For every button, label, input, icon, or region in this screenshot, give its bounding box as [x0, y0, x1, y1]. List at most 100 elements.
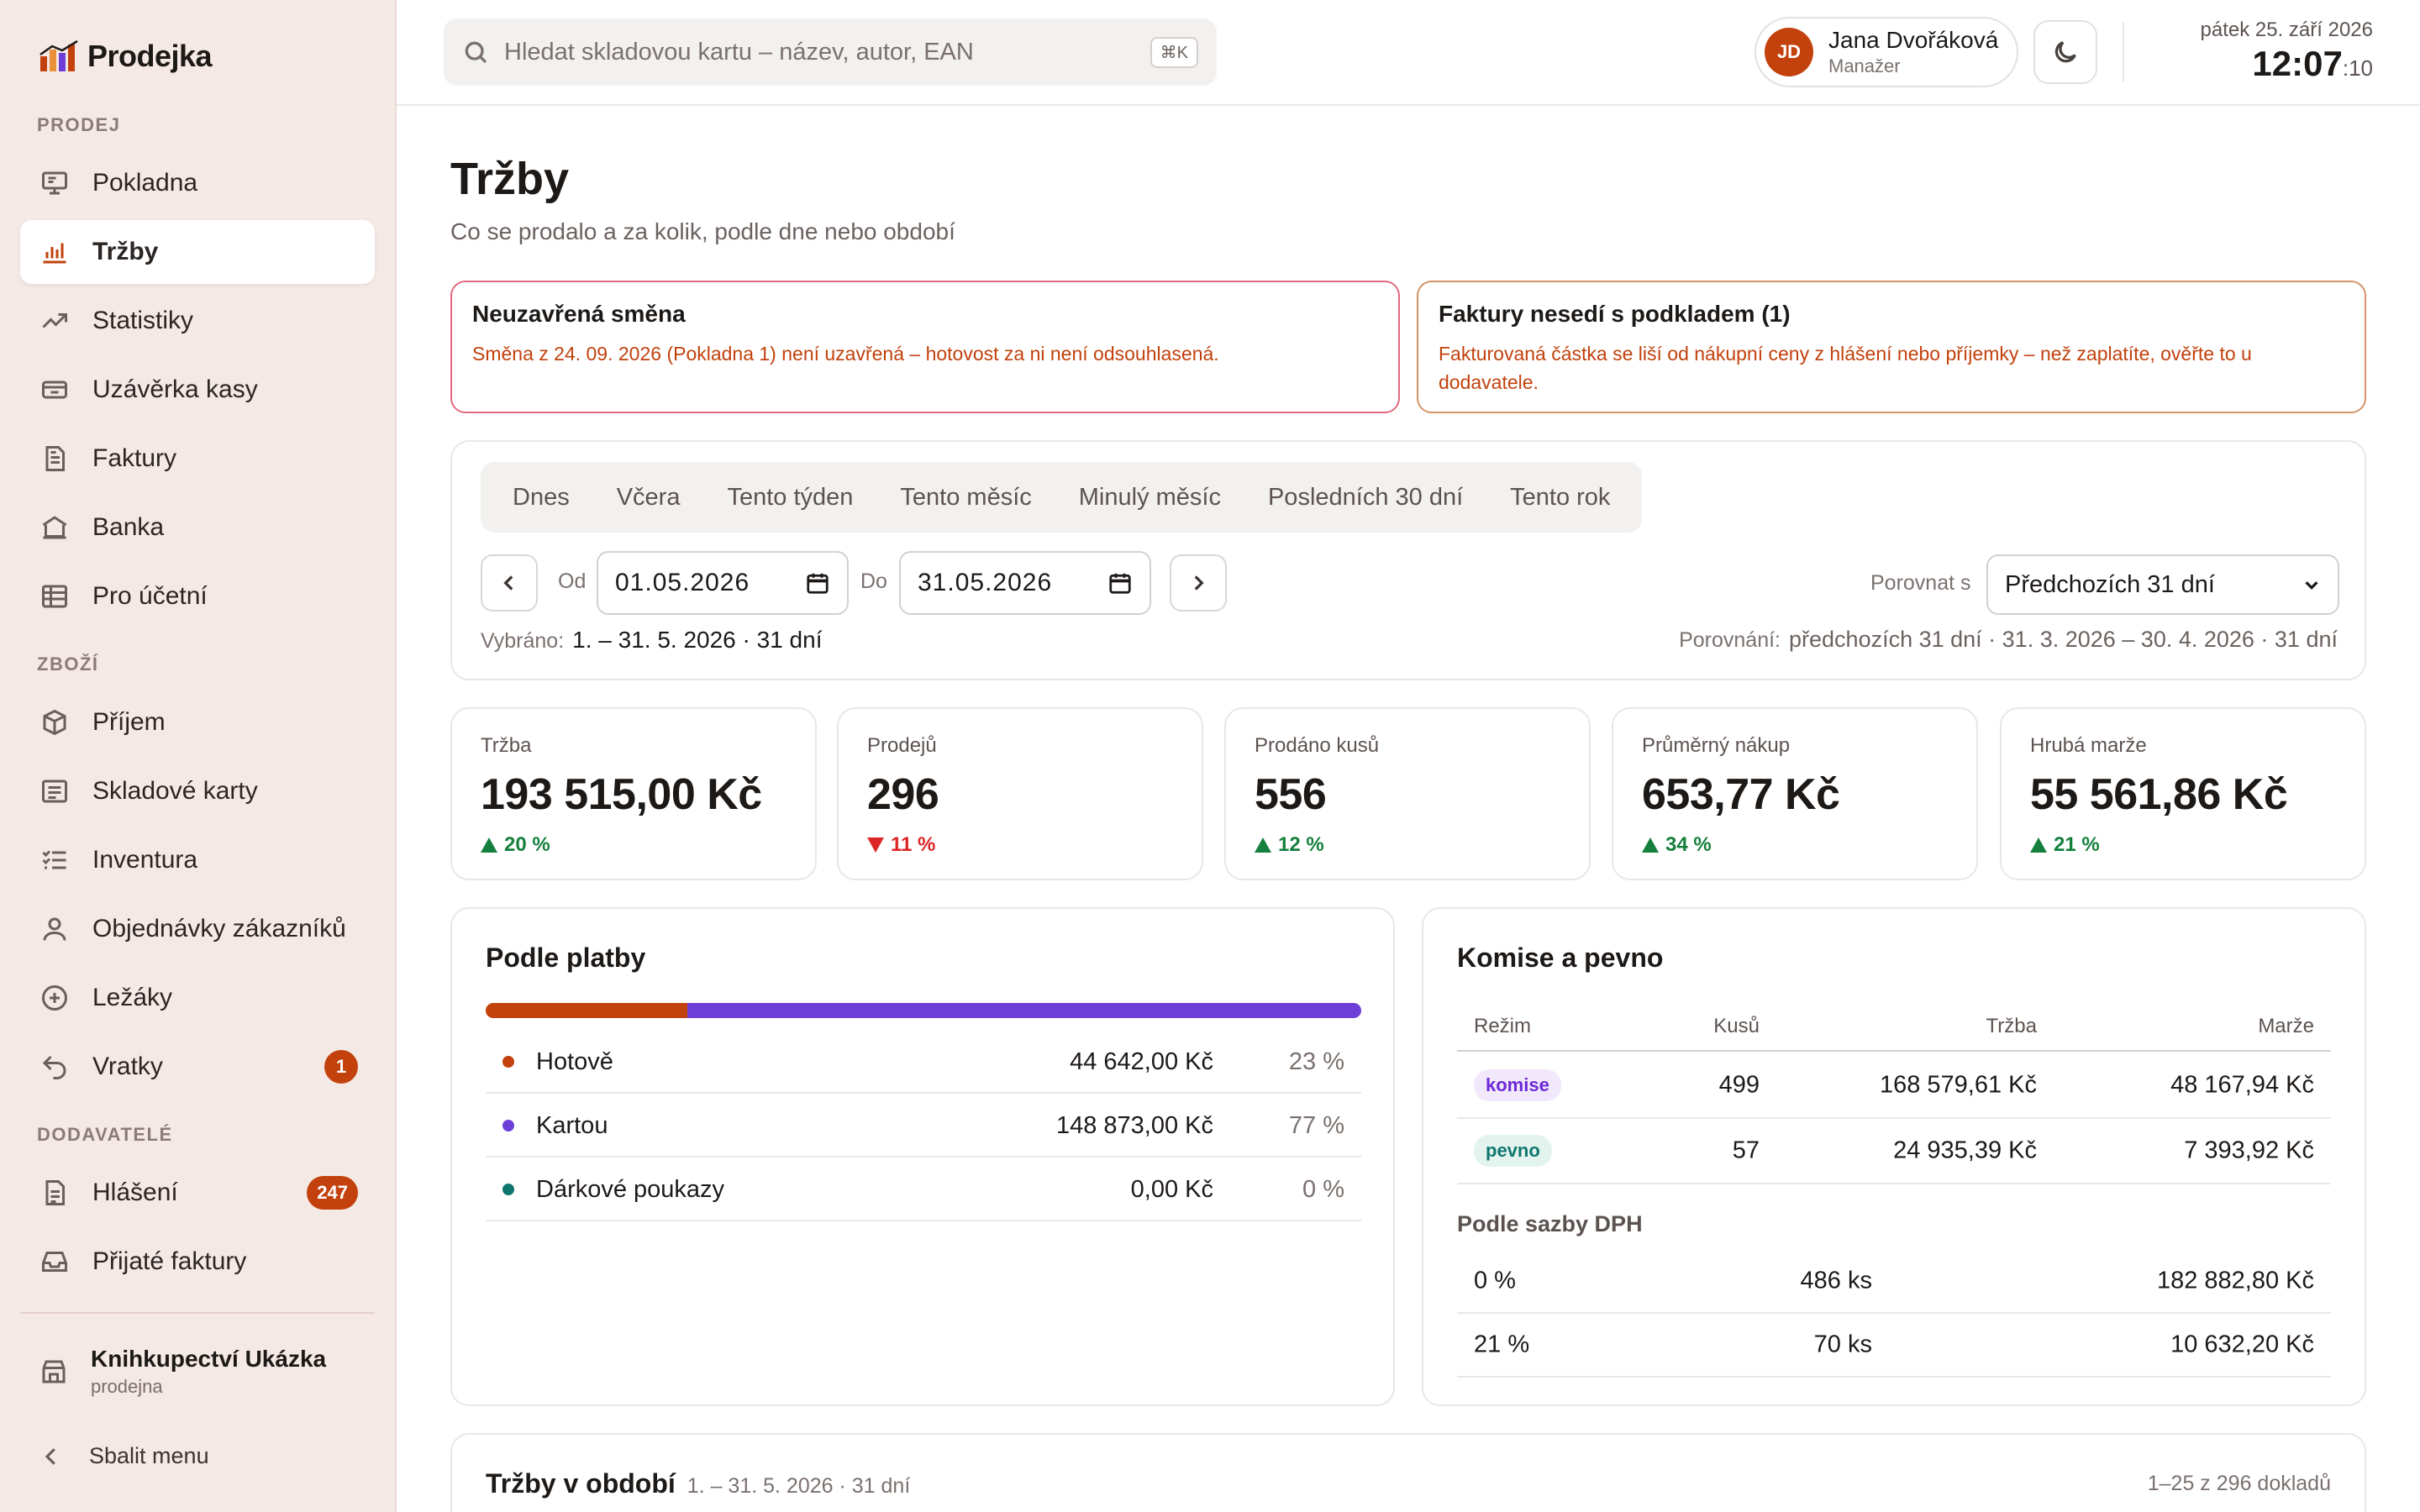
mode-pill-pevno: pevno: [1474, 1135, 1552, 1167]
payment-name: Hotově: [536, 1047, 613, 1075]
kpi-delta-value: 34 %: [1665, 833, 1712, 856]
sidebar-item-skladove-karty[interactable]: Skladové karty: [20, 759, 375, 823]
previous-period-button[interactable]: [481, 554, 538, 612]
chevron-down-icon: [2305, 581, 2318, 590]
kpi-delta: 11 %: [867, 833, 1173, 857]
to-date-input[interactable]: 31.05.2026: [899, 551, 1151, 615]
trend-icon: [39, 305, 71, 337]
register-icon: [39, 167, 71, 199]
sidebar-item-objednavky[interactable]: Objednávky zákazníků: [20, 897, 375, 961]
sidebar-item-trzby[interactable]: Tržby: [20, 220, 375, 284]
column-mode: Režim: [1474, 1015, 1532, 1037]
from-date-value: 01.05.2026: [615, 569, 750, 596]
compare-select[interactable]: Předchozích 31 dní: [1986, 554, 2339, 615]
payment-dot: [502, 1120, 514, 1131]
kpi-value: 556: [1255, 770, 1327, 819]
next-period-button[interactable]: [1170, 554, 1227, 612]
clock-hours-minutes: 12:07: [2252, 44, 2343, 83]
range-this-year[interactable]: Tento rok: [1510, 483, 1611, 511]
sidebar-item-pokladna[interactable]: Pokladna: [20, 151, 375, 215]
table-row: pevno 57 24 935,39 Kč 7 393,92 Kč: [1457, 1119, 2331, 1184]
current-date: pátek 25. září 2026: [2200, 18, 2373, 41]
vat-rate: 21 %: [1474, 1331, 1530, 1358]
page-title: Tržby: [450, 154, 570, 204]
kpi-value: 653,77 Kč: [1642, 770, 1840, 819]
alert-invoice-mismatch[interactable]: Faktury nesedí s podkladem (1) Fakturova…: [1417, 281, 2366, 413]
commission-table-header: Režim Kusů Tržba Marže: [1457, 1003, 2331, 1052]
range-last-30-days[interactable]: Posledních 30 dní: [1267, 483, 1464, 511]
kpi-label: Tržba: [481, 734, 532, 757]
alert-open-shift[interactable]: Neuzavřená směna Směna z 24. 09. 2026 (P…: [450, 281, 1400, 413]
kpi-label: Hrubá marže: [2030, 734, 2147, 757]
kpi-delta: 20 %: [481, 833, 786, 857]
kpi-delta-value: 21 %: [2054, 833, 2100, 856]
to-date-value: 31.05.2026: [918, 569, 1053, 596]
sidebar-item-pro-ucetni[interactable]: Pro účetní: [20, 564, 375, 628]
payment-percent: 77 %: [1288, 1111, 1344, 1139]
alert-text: Směna z 24. 09. 2026 (Pokladna 1) není u…: [472, 343, 1219, 365]
sidebar-item-uzaverka-kasy[interactable]: Uzávěrka kasy: [20, 358, 375, 422]
vat-subtitle: Podle sazby DPH: [1457, 1211, 1643, 1236]
sidebar-item-label: Skladové karty: [92, 777, 258, 805]
sidebar-item-inventura[interactable]: Inventura: [20, 828, 375, 892]
kpi-label: Prodáno kusů: [1255, 734, 1380, 757]
store-switcher[interactable]: Knihkupectví Ukázka prodejna: [39, 1346, 326, 1398]
sidebar-item-lezaky[interactable]: Ležáky: [20, 966, 375, 1030]
kpi-delta-value: 11 %: [891, 833, 936, 856]
chevron-left-icon: [503, 575, 513, 591]
checklist-icon: [39, 844, 71, 876]
bank-icon: [39, 512, 71, 543]
period-sales-card: Tržby v období 1. – 31. 5. 2026 · 31 dní …: [450, 1433, 2366, 1512]
bar-chart-icon: [39, 236, 71, 268]
kpi-delta-value: 12 %: [1278, 833, 1324, 856]
sidebar-item-label: Objednávky zákazníků: [92, 915, 346, 942]
table-row: 21 % 70 ks 10 632,20 Kč: [1457, 1314, 2331, 1378]
alert-text: Fakturovaná částka se liší od nákupní ce…: [1439, 343, 2252, 393]
vat-amount: 10 632,20 Kč: [2170, 1331, 2314, 1358]
sidebar: Prodejka PRODEJ Pokladna Tržby Statistik…: [0, 0, 397, 1512]
period-document-count: 1–25 z 296 dokladů: [2147, 1472, 2331, 1495]
cell-margin: 48 167,94 Kč: [2170, 1071, 2314, 1099]
cell-revenue: 168 579,61 Kč: [1879, 1071, 2037, 1099]
arrow-up-icon: [481, 837, 497, 853]
kpi-label: Průměrný nákup: [1642, 734, 1791, 757]
comparison-range-label: Porovnání:: [1679, 628, 1781, 652]
to-label: Do: [860, 570, 887, 593]
range-this-month[interactable]: Tento měsíc: [900, 483, 1032, 511]
user-menu[interactable]: JD Jana Dvořáková Manažer: [1754, 17, 2018, 87]
kpi-value: 296: [867, 770, 939, 819]
report-icon: [39, 1177, 71, 1209]
range-yesterday[interactable]: Včera: [616, 483, 681, 511]
document-icon: [39, 443, 71, 475]
payment-percent: 0 %: [1302, 1175, 1344, 1203]
range-today[interactable]: Dnes: [513, 483, 570, 511]
payments-title: Podle platby: [486, 942, 646, 973]
cell-qty: 57: [1732, 1137, 1760, 1164]
sidebar-item-prijem[interactable]: Příjem: [20, 690, 375, 754]
range-this-week[interactable]: Tento týden: [727, 483, 854, 511]
collapse-menu-button[interactable]: Sbalit menu: [39, 1443, 209, 1469]
quick-range-tabs: Dnes Včera Tento týden Tento měsíc Minul…: [481, 462, 1643, 533]
range-last-month[interactable]: Minulý měsíc: [1078, 483, 1221, 511]
store-name: Knihkupectví Ukázka: [91, 1346, 327, 1372]
search-box[interactable]: ⌘K: [444, 18, 1217, 86]
kpi-card-revenue: Tržba 193 515,00 Kč 20 %: [450, 707, 817, 880]
from-date-input[interactable]: 01.05.2026: [597, 551, 849, 615]
search-input[interactable]: [504, 38, 1135, 66]
payment-amount: 44 642,00 Kč: [1070, 1047, 1213, 1075]
sidebar-item-label: Pro účetní: [92, 582, 208, 610]
sidebar-item-hlaseni[interactable]: Hlášení 247: [20, 1161, 375, 1225]
sidebar-item-vratky[interactable]: Vratky 1: [20, 1035, 375, 1099]
sidebar-item-label: Pokladna: [92, 169, 198, 197]
vat-amount: 182 882,80 Kč: [2156, 1267, 2314, 1294]
sidebar-item-statistiky[interactable]: Statistiky: [20, 289, 375, 353]
sidebar-item-banka[interactable]: Banka: [20, 496, 375, 559]
compare-select-value: Předchozích 31 dní: [2005, 570, 2215, 598]
kpi-card-average-purchase: Průměrný nákup 653,77 Kč 34 %: [1612, 707, 1978, 880]
payment-name: Kartou: [536, 1111, 608, 1139]
kpi-card-items-sold: Prodáno kusů 556 12 %: [1224, 707, 1591, 880]
theme-toggle-button[interactable]: [2033, 20, 2097, 84]
sidebar-item-faktury[interactable]: Faktury: [20, 427, 375, 491]
app-logo[interactable]: Prodejka: [39, 39, 213, 74]
sidebar-item-prijate-faktury[interactable]: Přijaté faktury: [20, 1230, 375, 1294]
